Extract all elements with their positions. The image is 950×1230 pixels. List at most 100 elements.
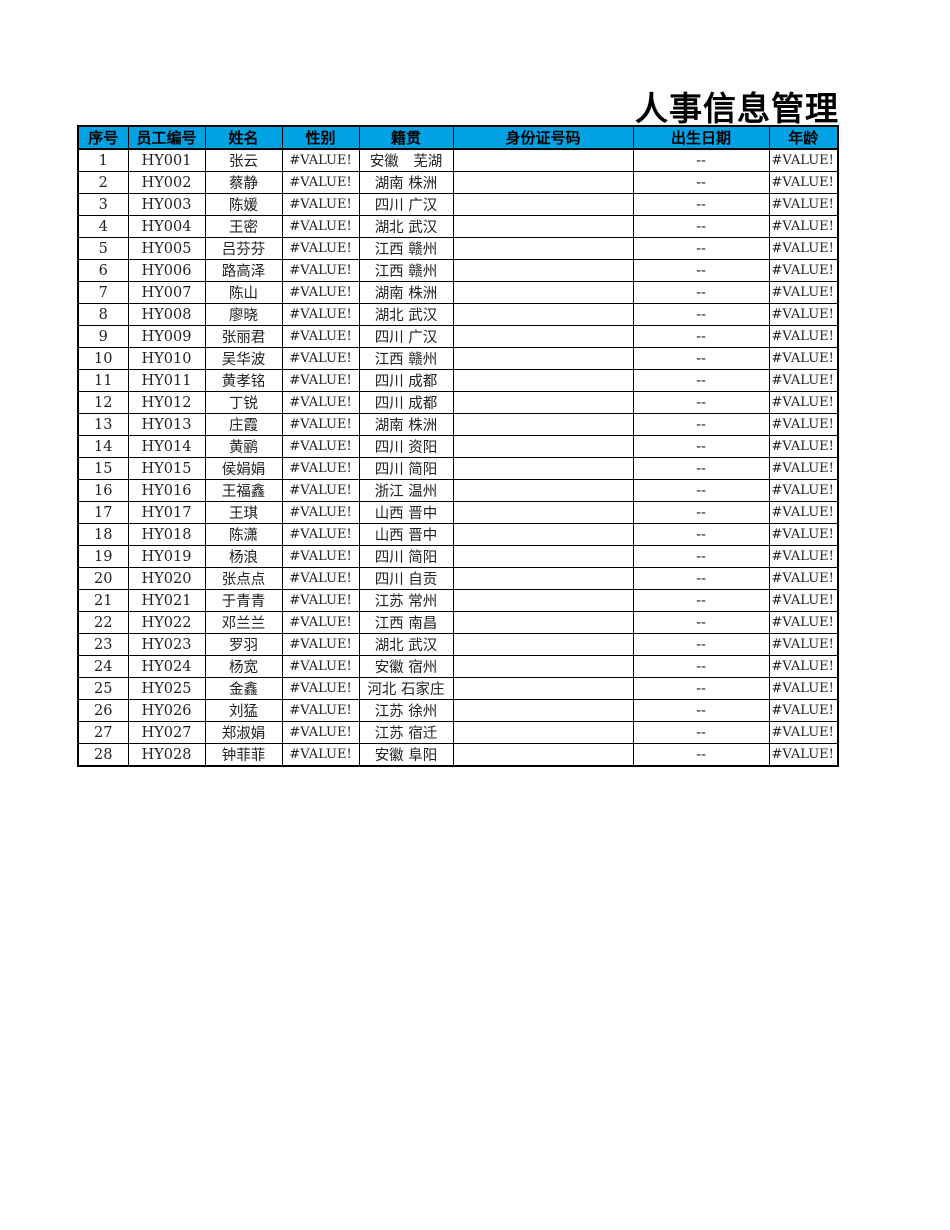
cell-gender[interactable]: #VALUE! <box>281 699 360 722</box>
cell-birth-date[interactable]: -- <box>632 259 770 282</box>
cell-seq[interactable]: 6 <box>77 259 129 282</box>
cell-name[interactable]: 王密 <box>204 215 283 238</box>
cell-name[interactable]: 路高泽 <box>204 259 283 282</box>
cell-hometown[interactable]: 四川 资阳 <box>358 435 454 458</box>
cell-birth-date[interactable]: -- <box>632 479 770 502</box>
cell-id-number[interactable] <box>452 699 634 722</box>
cell-employee-id[interactable]: HY002 <box>127 171 206 194</box>
cell-birth-date[interactable]: -- <box>632 523 770 546</box>
cell-birth-date[interactable]: -- <box>632 677 770 700</box>
cell-id-number[interactable] <box>452 237 634 260</box>
cell-gender[interactable]: #VALUE! <box>281 435 360 458</box>
cell-employee-id[interactable]: HY015 <box>127 457 206 480</box>
cell-hometown[interactable]: 湖南 株洲 <box>358 413 454 436</box>
cell-employee-id[interactable]: HY025 <box>127 677 206 700</box>
cell-employee-id[interactable]: HY017 <box>127 501 206 524</box>
cell-name[interactable]: 张云 <box>204 148 283 172</box>
cell-birth-date[interactable]: -- <box>632 303 770 326</box>
cell-birth-date[interactable]: -- <box>632 545 770 568</box>
cell-birth-date[interactable]: -- <box>632 369 770 392</box>
cell-gender[interactable]: #VALUE! <box>281 457 360 480</box>
cell-age[interactable]: #VALUE! <box>768 611 839 634</box>
cell-id-number[interactable] <box>452 347 634 370</box>
cell-seq[interactable]: 3 <box>77 193 129 216</box>
cell-seq[interactable]: 12 <box>77 391 129 414</box>
cell-hometown[interactable]: 四川 成都 <box>358 369 454 392</box>
cell-name[interactable]: 侯娟娟 <box>204 457 283 480</box>
column-header-gender[interactable]: 性别 <box>281 125 360 150</box>
cell-name[interactable]: 吕芬芬 <box>204 237 283 260</box>
cell-seq[interactable]: 10 <box>77 347 129 370</box>
cell-gender[interactable]: #VALUE! <box>281 633 360 656</box>
cell-birth-date[interactable]: -- <box>632 413 770 436</box>
cell-hometown[interactable]: 湖南 株洲 <box>358 171 454 194</box>
cell-birth-date[interactable]: -- <box>632 215 770 238</box>
cell-hometown[interactable]: 湖北 武汉 <box>358 633 454 656</box>
cell-name[interactable]: 王琪 <box>204 501 283 524</box>
column-header-id-number[interactable]: 身份证号码 <box>452 125 634 150</box>
cell-id-number[interactable] <box>452 677 634 700</box>
cell-gender[interactable]: #VALUE! <box>281 721 360 744</box>
cell-seq[interactable]: 26 <box>77 699 129 722</box>
cell-employee-id[interactable]: HY001 <box>127 148 206 172</box>
cell-age[interactable]: #VALUE! <box>768 281 839 304</box>
cell-gender[interactable]: #VALUE! <box>281 237 360 260</box>
cell-employee-id[interactable]: HY022 <box>127 611 206 634</box>
cell-gender[interactable]: #VALUE! <box>281 523 360 546</box>
cell-seq[interactable]: 17 <box>77 501 129 524</box>
column-header-seq[interactable]: 序号 <box>77 125 129 150</box>
cell-gender[interactable]: #VALUE! <box>281 148 360 172</box>
cell-gender[interactable]: #VALUE! <box>281 391 360 414</box>
cell-birth-date[interactable]: -- <box>632 589 770 612</box>
cell-employee-id[interactable]: HY028 <box>127 743 206 767</box>
column-header-hometown[interactable]: 籍贯 <box>358 125 454 150</box>
cell-birth-date[interactable]: -- <box>632 325 770 348</box>
cell-name[interactable]: 郑淑娟 <box>204 721 283 744</box>
cell-hometown[interactable]: 湖北 武汉 <box>358 303 454 326</box>
cell-seq[interactable]: 7 <box>77 281 129 304</box>
cell-seq[interactable]: 21 <box>77 589 129 612</box>
cell-gender[interactable]: #VALUE! <box>281 281 360 304</box>
cell-id-number[interactable] <box>452 655 634 678</box>
cell-name[interactable]: 刘猛 <box>204 699 283 722</box>
cell-hometown[interactable]: 四川 广汉 <box>358 193 454 216</box>
cell-hometown[interactable]: 河北 石家庄 <box>358 677 454 700</box>
cell-id-number[interactable] <box>452 303 634 326</box>
cell-name[interactable]: 杨宽 <box>204 655 283 678</box>
cell-name[interactable]: 张点点 <box>204 567 283 590</box>
cell-id-number[interactable] <box>452 457 634 480</box>
cell-birth-date[interactable]: -- <box>632 611 770 634</box>
cell-id-number[interactable] <box>452 479 634 502</box>
cell-age[interactable]: #VALUE! <box>768 237 839 260</box>
cell-employee-id[interactable]: HY010 <box>127 347 206 370</box>
cell-birth-date[interactable]: -- <box>632 237 770 260</box>
cell-age[interactable]: #VALUE! <box>768 303 839 326</box>
cell-id-number[interactable] <box>452 215 634 238</box>
cell-seq[interactable]: 28 <box>77 743 129 767</box>
cell-employee-id[interactable]: HY019 <box>127 545 206 568</box>
cell-name[interactable]: 杨浪 <box>204 545 283 568</box>
cell-name[interactable]: 金鑫 <box>204 677 283 700</box>
cell-seq[interactable]: 18 <box>77 523 129 546</box>
cell-gender[interactable]: #VALUE! <box>281 589 360 612</box>
cell-age[interactable]: #VALUE! <box>768 699 839 722</box>
cell-employee-id[interactable]: HY018 <box>127 523 206 546</box>
cell-gender[interactable]: #VALUE! <box>281 259 360 282</box>
cell-gender[interactable]: #VALUE! <box>281 545 360 568</box>
cell-id-number[interactable] <box>452 281 634 304</box>
cell-name[interactable]: 黄鹂 <box>204 435 283 458</box>
cell-birth-date[interactable]: -- <box>632 721 770 744</box>
cell-age[interactable]: #VALUE! <box>768 457 839 480</box>
cell-gender[interactable]: #VALUE! <box>281 567 360 590</box>
cell-seq[interactable]: 13 <box>77 413 129 436</box>
cell-employee-id[interactable]: HY007 <box>127 281 206 304</box>
cell-name[interactable]: 罗羽 <box>204 633 283 656</box>
cell-age[interactable]: #VALUE! <box>768 743 839 767</box>
cell-gender[interactable]: #VALUE! <box>281 347 360 370</box>
cell-hometown[interactable]: 山西 晋中 <box>358 523 454 546</box>
cell-name[interactable]: 于青青 <box>204 589 283 612</box>
cell-hometown[interactable]: 江西 赣州 <box>358 237 454 260</box>
cell-gender[interactable]: #VALUE! <box>281 413 360 436</box>
cell-id-number[interactable] <box>452 611 634 634</box>
cell-id-number[interactable] <box>452 148 634 172</box>
